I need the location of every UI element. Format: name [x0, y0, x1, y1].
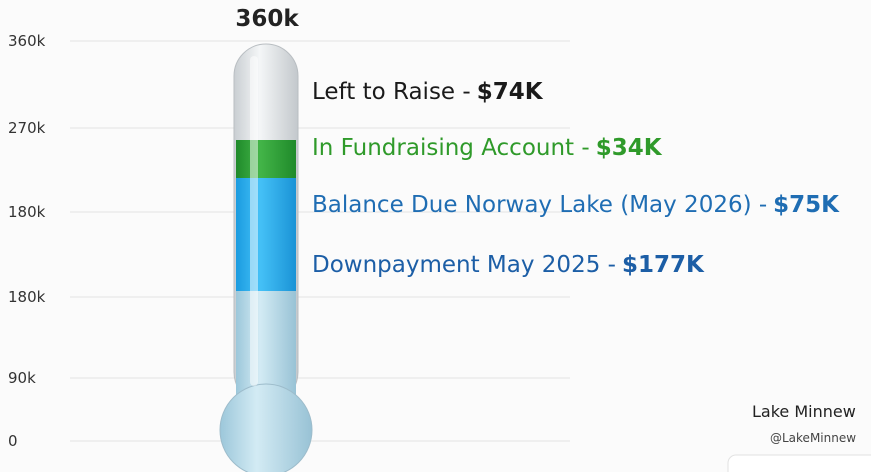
axis-label: 90k: [8, 369, 62, 387]
legend-label: Left to Raise -: [312, 79, 471, 105]
legend-item: Downpayment May 2025 -$177K: [312, 250, 704, 280]
axis-label: 270k: [8, 119, 62, 137]
legend-amount: $177K: [622, 252, 704, 278]
top-label: 360k: [222, 6, 312, 32]
footer-box: [728, 455, 871, 472]
legend-amount: $34K: [596, 135, 662, 161]
legend-item: Balance Due Norway Lake (May 2026) -$75K: [312, 190, 839, 220]
legend-label: Balance Due Norway Lake (May 2026) -: [312, 192, 767, 218]
legend-label: Downpayment May 2025 -: [312, 252, 616, 278]
thermometer-graphic: [0, 0, 871, 472]
legend-amount: $75K: [773, 192, 839, 218]
legend-label: In Fundraising Account -: [312, 135, 590, 161]
footer-handle: @LakeMinnew: [770, 431, 856, 445]
axis-label: 360k: [8, 32, 62, 50]
page: 360k 360k 270k 180k 180k 90k 0 Left to R…: [0, 0, 871, 472]
axis-label: 180k: [8, 203, 62, 221]
legend-amount: $74K: [477, 79, 543, 105]
highlight: [250, 56, 258, 386]
legend-item: Left to Raise -$74K: [312, 77, 543, 107]
footer-name: Lake Minnew: [752, 402, 856, 421]
axis-label: 0: [8, 432, 62, 450]
legend-item: In Fundraising Account -$34K: [312, 133, 662, 163]
balance-segment: [236, 178, 296, 291]
axis-label: 180k: [8, 288, 62, 306]
fundraising-segment: [236, 140, 296, 178]
bulb: [220, 384, 312, 472]
